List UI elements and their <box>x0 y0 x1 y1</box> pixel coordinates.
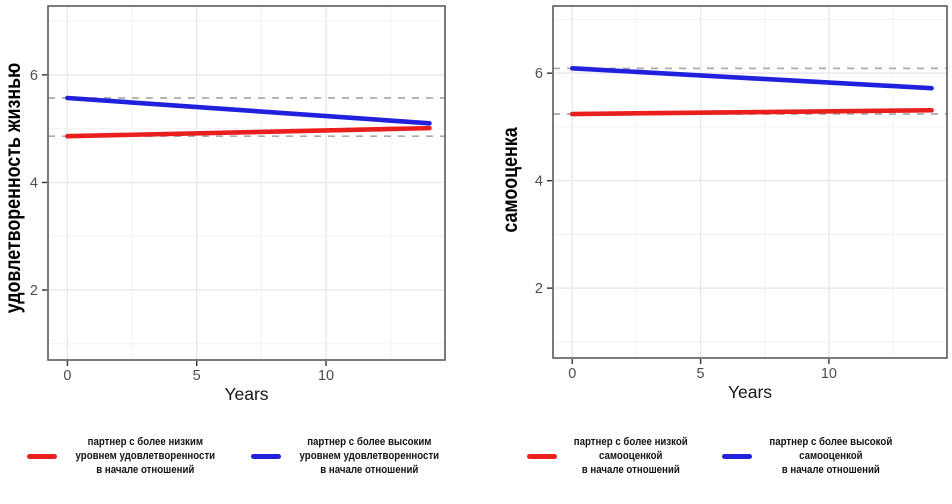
red-line-swatch <box>27 454 58 460</box>
x-tick-label: 0 <box>63 368 71 384</box>
legend-entry-lower-satisfaction: партнер с более низким уровнем удовлетво… <box>27 436 225 478</box>
panel-border <box>47 5 446 361</box>
legend-entry-higher-self-esteem: партнер с более высокой самооценкой в на… <box>721 436 901 478</box>
blue-trend-line <box>65 95 432 126</box>
life-satisfaction-legend: партнер с более низким уровнем удовлетво… <box>0 436 476 478</box>
x-axis-title: Years <box>728 382 772 402</box>
y-tick-label: 6 <box>535 66 543 82</box>
legend-label-higher-satisfaction: партнер с более высоким уровнем удовлетв… <box>299 436 440 476</box>
blue-line-swatch <box>721 454 752 460</box>
x-axis-title: Years <box>224 384 268 404</box>
red-trend-line <box>65 125 432 139</box>
x-tick-label: 5 <box>697 366 705 382</box>
life-satisfaction-chart-canvas: 0 5 10 2 4 6 Years удовлетворенность жизнью <box>2 5 446 404</box>
blue-line-swatch <box>251 454 281 460</box>
y-tick-label: 2 <box>535 281 543 297</box>
self-esteem-figure: 0 5 10 2 4 6 Years самооценка партнер с более н… <box>476 0 952 504</box>
panel-border <box>552 5 948 359</box>
legend-entry-higher-satisfaction: партнер с более высоким уровнем удовлетв… <box>251 436 449 478</box>
legend-label-higher-self-esteem: партнер с более высокой самооценкой в на… <box>769 436 893 476</box>
red-line-swatch <box>527 454 558 460</box>
legend-entry-lower-self-esteem: партнер с более низкой самооценкой в нач… <box>527 436 696 478</box>
y-axis-title: удовлетворенность жизнью <box>2 63 26 314</box>
blue-trend-line <box>569 66 934 91</box>
x-tick-label: 10 <box>318 368 334 384</box>
y-axis-title: самооценка <box>499 127 523 232</box>
y-tick-label: 6 <box>30 68 38 84</box>
y-tick-label: 2 <box>30 283 38 299</box>
self-esteem-legend: партнер с более низкой самооценкой в нач… <box>476 436 952 478</box>
legend-label-lower-satisfaction: партнер с более низким уровнем удовлетво… <box>75 436 216 476</box>
y-tick-label: 4 <box>535 174 543 190</box>
self-esteem-chart-canvas: 0 5 10 2 4 6 Years самооценка <box>499 5 948 402</box>
x-tick-label: 0 <box>568 366 576 382</box>
red-trend-line <box>569 107 934 117</box>
x-tick-label: 10 <box>821 366 837 382</box>
y-tick-label: 4 <box>30 175 38 191</box>
legend-label-lower-self-esteem: партнер с более низкой самооценкой в нач… <box>574 436 689 476</box>
life-satisfaction-figure: 0 5 10 2 4 6 Years удовлетворенность жизнью пар… <box>0 5 476 478</box>
x-tick-label: 5 <box>193 368 201 384</box>
